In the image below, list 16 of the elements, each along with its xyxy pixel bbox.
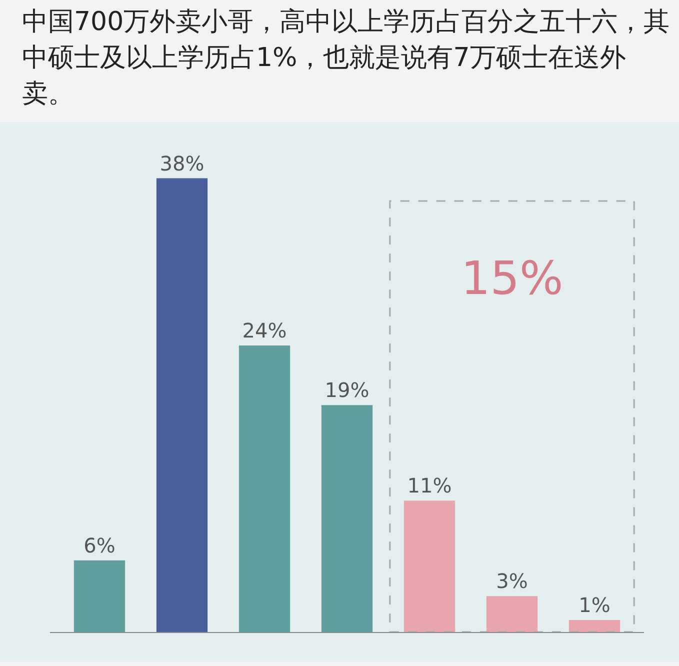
bar (321, 405, 373, 632)
data-label: 24% (242, 318, 287, 342)
chart-title: 中国700万外卖小哥，高中以上学历占百分之五十六，其中硕士及以上学历占1%，也就是说有7万硕士在送外卖。 (21, 6, 671, 111)
bar (238, 345, 290, 632)
data-label: 38% (160, 151, 204, 176)
data-label: 1% (578, 593, 610, 618)
bar (74, 560, 126, 632)
data-label: 11% (407, 474, 452, 498)
data-label: 6% (84, 533, 116, 558)
bar (156, 178, 208, 632)
annotation: 15% (461, 251, 564, 305)
data-label: 3% (496, 569, 528, 594)
bar (568, 620, 620, 632)
bar (486, 596, 538, 632)
bar (404, 500, 456, 632)
data-label: 19% (324, 378, 370, 402)
